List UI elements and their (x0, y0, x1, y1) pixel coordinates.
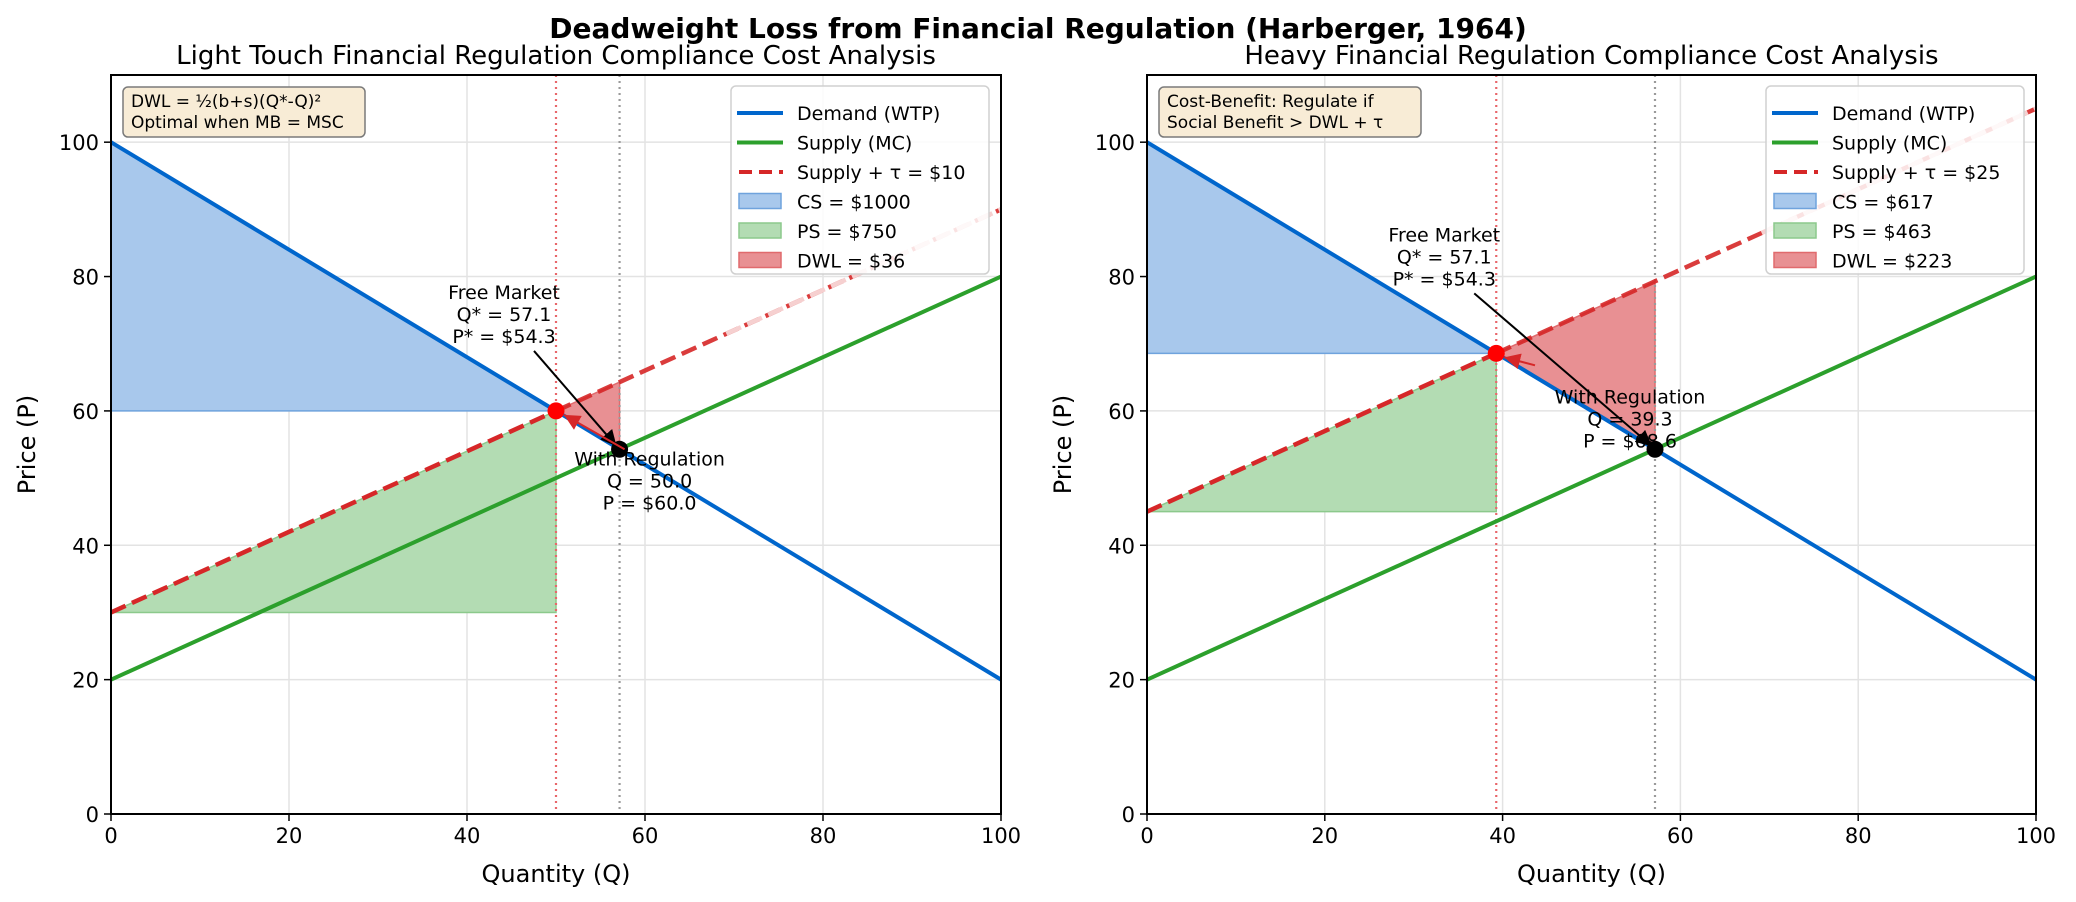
annotation-with-regulation: With Regulation (1555, 386, 1706, 408)
regulated-point (547, 402, 565, 420)
annotation-with-regulation: P = $68.6 (1583, 430, 1677, 452)
legend-label: PS = $463 (1832, 221, 1932, 243)
annotation-with-regulation: Q = 39.3 (1587, 408, 1672, 430)
y-tick-label: 100 (59, 131, 99, 155)
legend-label: CS = $1000 (797, 192, 911, 214)
x-tick-label: 20 (276, 824, 303, 848)
annotation-with-regulation: P = $60.0 (603, 492, 697, 514)
x-tick-label: 80 (810, 824, 837, 848)
y-tick-label: 40 (1108, 534, 1135, 558)
y-tick-label: 60 (1108, 400, 1135, 424)
x-tick-label: 60 (632, 824, 659, 848)
y-tick-label: 60 (72, 400, 99, 424)
regulated-point (1487, 344, 1505, 362)
x-tick-label: 20 (1311, 824, 1338, 848)
x-tick-label: 80 (1845, 824, 1872, 848)
legend-label: Supply (MC) (1832, 133, 1947, 155)
legend-swatch (1773, 222, 1817, 239)
y-tick-label: 80 (72, 266, 99, 290)
formula-textbox (122, 86, 366, 138)
annotation-with-regulation: Q = 50.0 (607, 470, 692, 492)
legend-label: Demand (WTP) (797, 103, 940, 125)
x-tick-label: 40 (454, 824, 481, 848)
axes-frame (1146, 74, 2037, 815)
legend-label: Supply (MC) (797, 133, 912, 155)
formula-textbox (1158, 86, 1422, 138)
legend-label: DWL = $223 (1832, 251, 1952, 273)
y-tick-label: 20 (72, 669, 99, 693)
legend-label: DWL = $36 (797, 251, 905, 273)
figure-title: Deadweight Loss from Financial Regulatio… (549, 12, 1527, 45)
y-tick-label: 0 (1122, 803, 1135, 827)
formula-text: Cost-Benefit: Regulate if (1167, 92, 1375, 112)
formula-text: DWL = ½(b+s)(Q*-Q)² (131, 92, 321, 112)
axes-frame (110, 74, 1002, 815)
subplot-title: Heavy Financial Regulation Compliance Co… (1244, 41, 1938, 71)
x-axis-label: Quantity (Q) (482, 860, 631, 888)
supply-plus-tax-line (1147, 351, 1498, 514)
legend-label: Supply + τ = $25 (1832, 162, 2000, 184)
y-axis-label: Price (P) (1049, 395, 1077, 494)
x-tick-label: 0 (1140, 824, 1153, 848)
y-tick-label: 40 (72, 534, 99, 558)
x-tick-label: 100 (981, 824, 1021, 848)
subplot-2: Heavy Financial Regulation Compliance Co… (1049, 41, 2056, 888)
legend-swatch (1773, 251, 1817, 269)
annotation-free-market: Free Market (448, 282, 560, 304)
legend-swatch (738, 251, 782, 269)
legend-box (730, 85, 990, 275)
annotation-arrow (1503, 353, 1536, 370)
y-tick-label: 20 (1108, 669, 1135, 693)
x-tick-label: 0 (104, 824, 117, 848)
annotation-free-market: P* = $54.3 (1393, 268, 1496, 290)
legend-label: Demand (WTP) (1832, 103, 1975, 125)
annotation-arrow (533, 350, 618, 447)
subplot-title: Light Touch Financial Regulation Complia… (176, 41, 936, 71)
y-axis-label: Price (P) (13, 395, 41, 494)
legend-label: CS = $617 (1832, 192, 1934, 214)
legend-swatch (738, 192, 782, 210)
annotation-free-market: Free Market (1388, 224, 1500, 246)
subplot-1: Light Touch Financial Regulation Complia… (13, 41, 1021, 888)
legend-box (1765, 85, 2025, 275)
x-axis-label: Quantity (Q) (1517, 860, 1666, 888)
y-tick-label: 0 (86, 803, 99, 827)
formula-text: Social Benefit > DWL + τ (1167, 113, 1383, 133)
x-tick-label: 60 (1667, 824, 1694, 848)
legend-label: Supply + τ = $10 (797, 162, 965, 184)
supply-line (111, 274, 1001, 682)
annotation-arrow (563, 414, 626, 451)
annotation-free-market: P* = $54.3 (452, 326, 555, 348)
annotation-free-market: Q* = 57.1 (457, 304, 552, 326)
annotation-with-regulation: With Regulation (574, 448, 725, 470)
legend-swatch (1773, 192, 1817, 210)
supply-plus-tax-line (111, 408, 557, 615)
annotation-arrow (1473, 292, 1653, 448)
formula-text: Optimal when MB = MSC (131, 113, 344, 133)
y-tick-label: 100 (1095, 131, 1135, 155)
x-tick-label: 40 (1489, 824, 1516, 848)
x-tick-label: 100 (2016, 824, 2056, 848)
legend-label: PS = $750 (797, 221, 897, 243)
supply-line (1147, 274, 2036, 682)
y-tick-label: 80 (1108, 266, 1135, 290)
demand-line (1147, 140, 2036, 682)
annotation-free-market: Q* = 57.1 (1397, 246, 1492, 268)
legend-swatch (738, 222, 782, 239)
